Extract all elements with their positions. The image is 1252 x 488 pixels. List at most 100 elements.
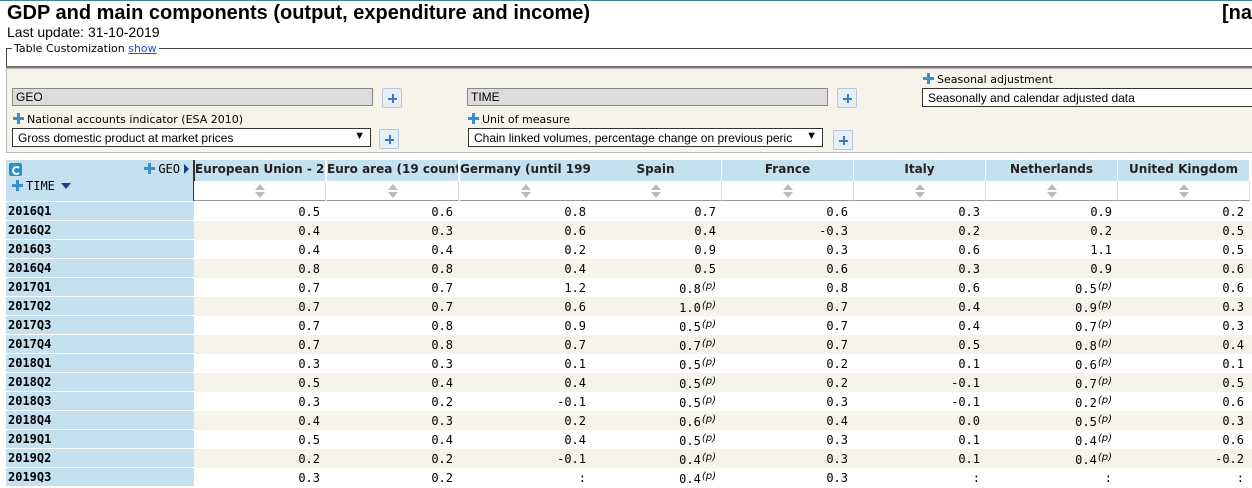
row-header[interactable]: 2017Q3	[6, 316, 194, 335]
table-options-icon[interactable]	[9, 163, 22, 176]
table-cell[interactable]: 0.6	[1118, 392, 1250, 411]
row-header[interactable]: 2017Q4	[6, 335, 194, 354]
corner-time-header[interactable]: TIME	[12, 179, 71, 193]
table-cell[interactable]: 0.3	[854, 202, 986, 221]
row-header[interactable]: 2016Q2	[6, 221, 194, 240]
add-unit-button[interactable]	[833, 130, 853, 150]
seasonal-adjustment-label[interactable]: Seasonal adjustment	[923, 73, 1053, 86]
table-cell[interactable]: -0.1	[854, 392, 986, 411]
geo-dimension-box[interactable]: GEO	[12, 88, 373, 106]
table-cell[interactable]: 0.2	[194, 449, 326, 468]
column-header[interactable]: Italy	[854, 160, 986, 181]
table-cell[interactable]: 0.9	[986, 259, 1118, 278]
table-cell[interactable]: 0.8	[460, 202, 592, 221]
seasonal-adjustment-select[interactable]: Seasonally and calendar adjusted data	[922, 88, 1252, 107]
table-cell[interactable]: 0.8	[327, 316, 459, 335]
table-cell[interactable]: 0.3	[194, 354, 326, 373]
table-cell[interactable]: 0.2(p)	[986, 392, 1118, 411]
row-header[interactable]: 2016Q1	[6, 202, 194, 221]
table-cell[interactable]: 1.2	[460, 278, 592, 297]
table-cell[interactable]: 0.3	[327, 411, 459, 430]
table-cell[interactable]: 0.4	[1118, 335, 1250, 354]
row-header[interactable]: 2018Q1	[6, 354, 194, 373]
column-header[interactable]: Spain	[590, 160, 722, 181]
table-cell[interactable]: 0.6	[854, 240, 986, 259]
table-cell[interactable]: 0.5(p)	[590, 392, 722, 411]
table-cell[interactable]: 0.4	[194, 411, 326, 430]
indicator-select[interactable]: Gross domestic product at market prices …	[12, 128, 371, 147]
sort-icon[interactable]	[254, 184, 265, 198]
table-cell[interactable]: 0.2	[327, 449, 459, 468]
table-cell[interactable]: 0.4	[327, 430, 459, 449]
table-cell[interactable]: 0.6	[722, 202, 854, 221]
table-cell[interactable]: 0.7	[194, 335, 326, 354]
table-cell[interactable]: 0.3	[327, 221, 459, 240]
sort-icon[interactable]	[782, 184, 793, 198]
column-header[interactable]: Germany (until 1990	[460, 160, 592, 181]
table-cell[interactable]: 0.2	[986, 221, 1118, 240]
table-cell[interactable]: 0.1	[854, 354, 986, 373]
table-cell[interactable]: 0.8(p)	[986, 335, 1118, 354]
table-cell[interactable]: 1.1	[986, 240, 1118, 259]
unit-label[interactable]: Unit of measure	[468, 113, 570, 126]
row-header[interactable]: 2017Q2	[6, 297, 194, 316]
table-cell[interactable]: 0.9	[590, 240, 722, 259]
row-header[interactable]: 2018Q3	[6, 392, 194, 411]
table-cell[interactable]: 0.5	[194, 430, 326, 449]
table-cell[interactable]: 0.7	[194, 297, 326, 316]
table-cell[interactable]: 0.4	[460, 430, 592, 449]
table-cell[interactable]: 0.1	[1118, 354, 1250, 373]
table-cell[interactable]: -0.1	[460, 392, 592, 411]
table-cell[interactable]: 0.3	[854, 259, 986, 278]
table-cell[interactable]: 1.0(p)	[590, 297, 722, 316]
table-cell[interactable]: 0.2	[460, 411, 592, 430]
table-cell[interactable]: :	[854, 468, 986, 487]
table-cell[interactable]: 0.7	[722, 316, 854, 335]
add-time-button[interactable]	[837, 88, 857, 108]
table-cell[interactable]: -0.1	[854, 373, 986, 392]
table-cell[interactable]: 0.4	[194, 221, 326, 240]
table-cell[interactable]: 0.6	[1118, 259, 1250, 278]
table-cell[interactable]: 0.8	[722, 278, 854, 297]
table-cell[interactable]: 0.7(p)	[986, 373, 1118, 392]
sort-icon[interactable]	[1178, 184, 1189, 198]
add-indicator-button[interactable]	[379, 129, 399, 149]
table-cell[interactable]: 0.8	[194, 259, 326, 278]
table-cell[interactable]: 0.4	[590, 221, 722, 240]
table-cell[interactable]: 0.7	[327, 297, 459, 316]
table-cell[interactable]: 0.7	[327, 278, 459, 297]
sort-icon[interactable]	[1046, 184, 1057, 198]
table-cell[interactable]: 0.4	[460, 373, 592, 392]
corner-geo-header[interactable]: GEO	[144, 162, 189, 176]
move-icon[interactable]	[12, 180, 23, 191]
table-cell[interactable]: 0.5(p)	[590, 373, 722, 392]
table-cell[interactable]: 0.1	[854, 449, 986, 468]
column-header[interactable]: Euro area (19 countri	[327, 160, 459, 181]
add-geo-button[interactable]	[382, 88, 402, 108]
table-cell[interactable]: 0.9(p)	[986, 297, 1118, 316]
table-cell[interactable]: 0.6	[1118, 430, 1250, 449]
table-cell[interactable]: :	[460, 468, 592, 487]
table-cell[interactable]: 0.3	[1118, 411, 1250, 430]
table-cell[interactable]: 0.2	[722, 373, 854, 392]
indicator-label[interactable]: National accounts indicator (ESA 2010)	[13, 113, 243, 126]
table-cell[interactable]: 0.6	[327, 202, 459, 221]
table-cell[interactable]: 0.5(p)	[590, 316, 722, 335]
table-cell[interactable]: 0.9	[460, 316, 592, 335]
table-cell[interactable]: 0.3	[722, 449, 854, 468]
table-cell[interactable]: -0.3	[722, 221, 854, 240]
dropdown-arrow-icon[interactable]: ▼	[806, 130, 817, 142]
row-header[interactable]: 2016Q3	[6, 240, 194, 259]
table-cell[interactable]: 0.7	[460, 335, 592, 354]
table-cell[interactable]: 0.3	[722, 240, 854, 259]
table-cell[interactable]: 0.2	[327, 392, 459, 411]
table-cell[interactable]: 0.4(p)	[590, 468, 722, 487]
table-cell[interactable]: 0.1	[854, 430, 986, 449]
column-header[interactable]: European Union - 28	[194, 160, 326, 181]
table-cell[interactable]: 0.4	[327, 240, 459, 259]
table-cell[interactable]: 0.4(p)	[986, 449, 1118, 468]
table-cell[interactable]: :	[1118, 468, 1250, 487]
row-header[interactable]: 2018Q2	[6, 373, 194, 392]
time-dimension-box[interactable]: TIME	[467, 88, 828, 106]
table-cell[interactable]: 0.2	[460, 240, 592, 259]
